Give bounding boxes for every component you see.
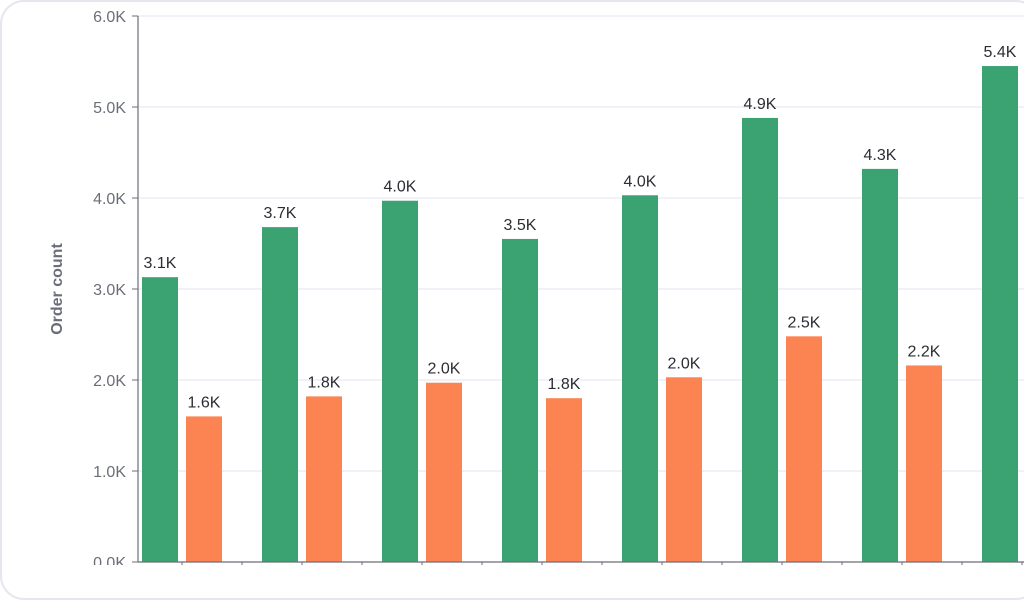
y-tick-label: 2.0K — [93, 373, 126, 390]
bar[interactable] — [142, 277, 178, 562]
bar-value-label: 3.7K — [264, 205, 297, 222]
bar[interactable] — [622, 195, 658, 562]
bar[interactable] — [786, 336, 822, 562]
bar-value-label: 3.1K — [144, 255, 177, 272]
bar-value-label: 2.0K — [668, 355, 701, 372]
bar[interactable] — [382, 200, 418, 563]
bar[interactable] — [186, 416, 222, 562]
y-tick-label: 1.0K — [93, 464, 126, 481]
bar[interactable] — [546, 398, 582, 562]
bar[interactable] — [306, 396, 342, 562]
bar-value-label: 4.3K — [864, 147, 897, 164]
y-axis-ticks: 0.0K 1.0K 2.0K 3.0K 4.0K 5.0K 6.0K — [93, 9, 138, 565]
bar-value-label: 2.0K — [428, 361, 461, 378]
y-tick-label: 4.0K — [93, 191, 126, 208]
bar-value-label: 2.5K — [788, 314, 821, 331]
y-tick-label: 5.0K — [93, 100, 126, 117]
bar-value-label: 1.8K — [308, 374, 341, 391]
bar[interactable] — [666, 377, 702, 562]
bar[interactable] — [906, 365, 942, 562]
data-labels: 3.1K 1.6K 3.7K 1.8K 4.0K 2.0K 3.5K 1.8K 4.0K 2.0K… — [144, 44, 1017, 411]
bar-value-label: 4.0K — [624, 173, 657, 190]
bar-value-label: 4.9K — [744, 96, 777, 113]
bar-chart: 0.0K 1.0K 2.0K 3.0K 4.0K 5.0K 6.0K 3.1K 1.6K 3.7… — [49, 9, 1024, 565]
bar-value-label: 5.4K — [984, 44, 1017, 61]
bar[interactable] — [982, 66, 1018, 563]
bar[interactable] — [262, 227, 298, 562]
bar-value-label: 2.2K — [908, 343, 941, 360]
bar-value-label: 1.8K — [548, 376, 581, 393]
y-axis-title: Order count — [49, 243, 66, 335]
y-tick-label: 6.0K — [93, 9, 126, 26]
bar-value-label: 3.5K — [504, 217, 537, 234]
bar[interactable] — [426, 382, 462, 562]
bar-value-label: 4.0K — [384, 179, 417, 196]
y-tick-label: 3.0K — [93, 282, 126, 299]
bar[interactable] — [862, 168, 898, 562]
y-tick-label: 0.0K — [93, 555, 126, 565]
bar-value-label: 1.6K — [188, 394, 221, 411]
bars — [142, 66, 1023, 565]
bar[interactable] — [502, 238, 538, 562]
bar[interactable] — [742, 117, 778, 563]
